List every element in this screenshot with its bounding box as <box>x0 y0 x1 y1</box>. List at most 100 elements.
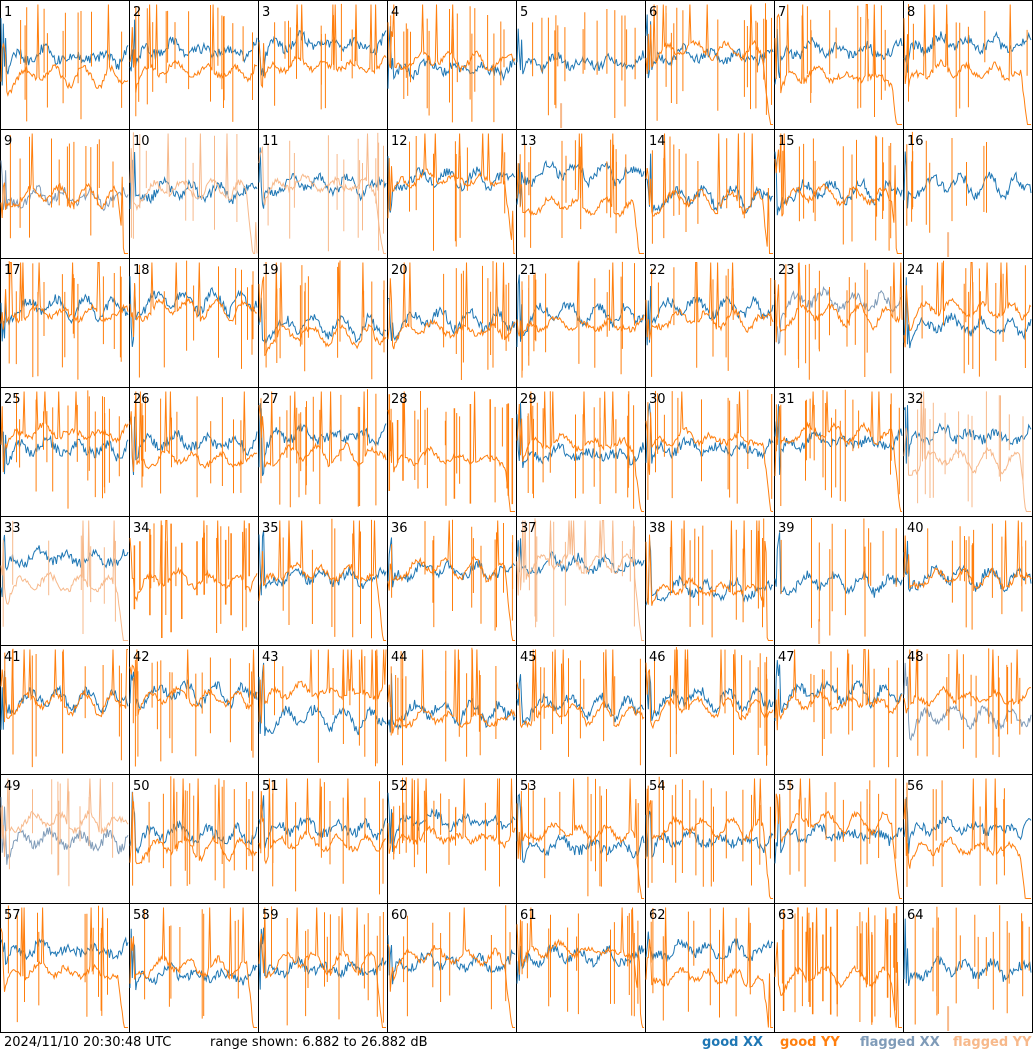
rfi-spikes <box>921 260 1026 377</box>
series-yy-line <box>516 778 644 899</box>
panel-20: 20 <box>387 258 517 388</box>
panel-border <box>645 0 775 130</box>
panel-33: 33 <box>0 516 130 646</box>
rfi-spikes <box>260 389 377 508</box>
rfi-spikes <box>906 780 1005 887</box>
panel-3: 3 <box>258 0 388 130</box>
rfi-spikes <box>540 651 641 766</box>
rfi-spikes <box>138 260 254 378</box>
panel-label: 30 <box>649 392 666 407</box>
panel-55: 55 <box>774 774 904 904</box>
series-yy-line <box>0 391 129 473</box>
panel-label: 58 <box>133 908 150 923</box>
panel-label: 27 <box>262 392 279 407</box>
series-yy-line <box>903 262 1032 348</box>
series-xx-line <box>387 537 516 588</box>
series-xx-line <box>774 796 903 864</box>
panel-label: 16 <box>907 134 924 149</box>
panel-label: 41 <box>4 650 21 665</box>
panel-label: 54 <box>649 779 666 794</box>
series-yy-line <box>387 391 515 512</box>
series-xx-line <box>258 530 387 596</box>
panel-label: 12 <box>391 134 408 149</box>
panel-label: 42 <box>133 650 150 665</box>
panel-44: 44 <box>387 645 517 775</box>
panel-label: 48 <box>907 650 924 665</box>
panel-14: 14 <box>645 129 775 259</box>
panel-label: 9 <box>4 134 12 149</box>
rfi-spikes <box>20 7 123 122</box>
series-yy-line <box>387 133 515 254</box>
series-yy-line <box>903 391 1031 512</box>
rfi-spikes <box>651 263 772 377</box>
panel-label: 23 <box>778 263 795 278</box>
series-xx-line <box>129 416 258 476</box>
rfi-spikes <box>141 396 242 498</box>
panel-label: 2 <box>133 5 141 20</box>
series-xx-line <box>129 671 258 710</box>
rfi-spikes <box>274 3 357 110</box>
timestamp: 2024/11/10 20:30:48 UTC <box>4 1035 172 1050</box>
panel-label: 46 <box>649 650 666 665</box>
series-yy-line <box>258 520 386 641</box>
panel-36: 36 <box>387 516 517 646</box>
series-xx-line <box>258 147 387 209</box>
series-yy-line <box>645 907 773 1028</box>
panel-label: 52 <box>391 779 408 794</box>
series-yy-line <box>129 391 258 472</box>
panel-label: 10 <box>133 134 150 149</box>
legend-flagged-xx: flagged XX <box>860 1035 940 1050</box>
series-yy-line <box>774 391 902 512</box>
rfi-spikes <box>390 391 508 506</box>
footer: 2024/11/10 20:30:48 UTC range shown: 6.8… <box>0 1033 1033 1053</box>
rfi-spikes <box>914 905 1030 1025</box>
panel-52: 52 <box>387 774 517 904</box>
series-yy-line <box>774 649 903 731</box>
panel-label: 36 <box>391 521 408 536</box>
rfi-spikes <box>265 260 385 380</box>
rfi-spikes <box>801 5 886 117</box>
series-xx-line <box>387 673 516 733</box>
rfi-spikes <box>260 780 384 895</box>
panel-53: 53 <box>516 774 646 904</box>
panel-9: 9 <box>0 129 130 259</box>
series-yy-line <box>258 133 386 254</box>
panel-35: 35 <box>258 516 388 646</box>
panel-label: 37 <box>520 521 537 536</box>
series-yy-line <box>0 133 128 254</box>
rfi-spikes <box>135 5 253 122</box>
series-xx-line <box>774 28 903 85</box>
rfi-spikes <box>267 132 384 252</box>
series-yy-line <box>258 907 386 1028</box>
rfi-spikes <box>390 647 497 766</box>
series-yy-line <box>129 649 258 717</box>
series-xx-line <box>903 151 1032 209</box>
panel-label: 19 <box>262 263 279 278</box>
series-yy-line <box>903 4 1031 125</box>
series-xx-line <box>387 792 516 852</box>
rfi-spikes <box>390 6 505 123</box>
series-yy-line <box>387 4 516 73</box>
rfi-spikes <box>9 135 114 239</box>
series-yy-line <box>774 778 902 899</box>
panel-label: 61 <box>520 908 537 923</box>
panel-label: 14 <box>649 134 666 149</box>
panel-label: 11 <box>262 134 279 149</box>
panel-23: 23 <box>774 258 904 388</box>
panel-label: 32 <box>907 392 924 407</box>
rfi-spikes <box>393 777 500 887</box>
panel-61: 61 <box>516 903 646 1033</box>
series-xx-line <box>516 793 645 864</box>
legend-good-xx: good XX <box>702 1035 764 1050</box>
series-yy-line <box>387 520 515 641</box>
panel-label: 7 <box>778 5 786 20</box>
series-xx-line <box>645 153 774 214</box>
panel-label: 62 <box>649 908 666 923</box>
rfi-spikes <box>8 261 122 380</box>
series-xx-line <box>516 402 645 468</box>
series-xx-line <box>903 918 1032 986</box>
series-xx-line <box>645 931 774 962</box>
series-xx-dead <box>388 394 514 505</box>
panel-43: 43 <box>258 645 388 775</box>
